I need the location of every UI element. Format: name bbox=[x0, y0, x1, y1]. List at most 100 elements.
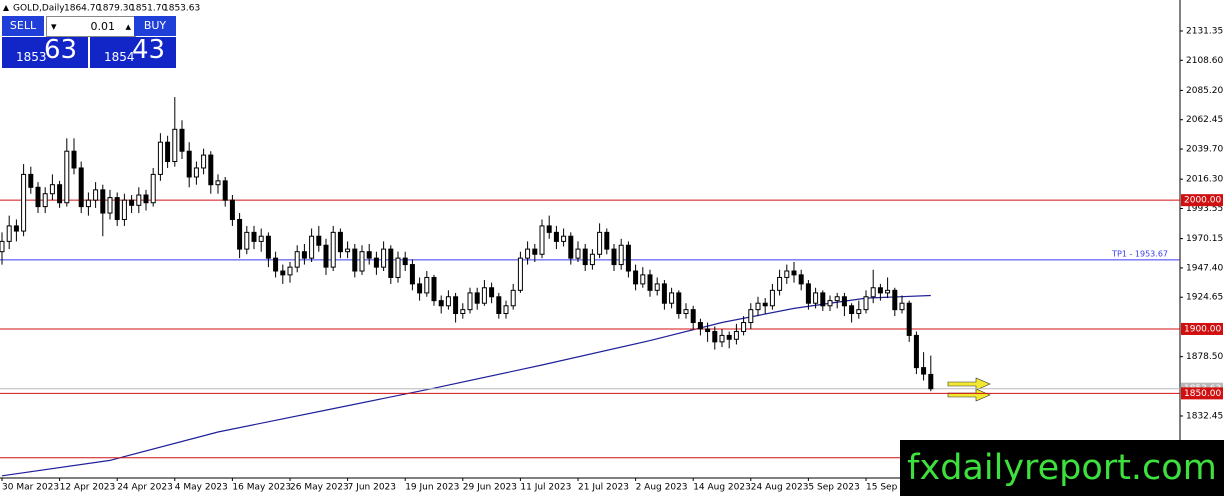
candle-body bbox=[352, 248, 358, 272]
candle-body bbox=[719, 334, 725, 343]
one-click-panel: SELL ▾ 0.01 ▴ BUY 1853 63 1854 43 bbox=[2, 16, 176, 68]
candle-body bbox=[381, 248, 387, 268]
candle-body bbox=[683, 309, 689, 315]
candle-body bbox=[121, 199, 127, 220]
candle-body bbox=[741, 322, 747, 333]
sell-price-main: 1853 bbox=[16, 50, 47, 64]
candle-body bbox=[467, 292, 473, 311]
level-label: 1900.00 bbox=[1184, 324, 1221, 334]
candle-body bbox=[510, 289, 516, 307]
candle-body bbox=[13, 225, 19, 232]
x-tick-label: 19 Jun 2023 bbox=[405, 483, 459, 493]
candle-body bbox=[201, 154, 207, 169]
buy-quote[interactable]: 1854 43 bbox=[90, 35, 176, 68]
candle-body bbox=[676, 292, 682, 315]
candle-body bbox=[633, 270, 639, 285]
candle-body bbox=[474, 292, 480, 304]
x-tick-label: 29 Jun 2023 bbox=[463, 483, 517, 493]
candle-body bbox=[193, 167, 199, 178]
candle-body bbox=[885, 289, 891, 294]
candle-body bbox=[165, 141, 171, 163]
candle-body bbox=[345, 248, 351, 253]
lot-value[interactable]: 0.01 bbox=[90, 20, 116, 33]
candle-body bbox=[337, 231, 343, 253]
candle-body bbox=[359, 251, 365, 272]
candle-body bbox=[57, 184, 63, 204]
candle-body bbox=[71, 150, 77, 169]
lot-plus[interactable]: ▴ bbox=[125, 20, 131, 33]
candle-body bbox=[258, 235, 264, 242]
candle-body bbox=[265, 235, 271, 259]
candle-body bbox=[244, 231, 250, 250]
x-tick-label: 24 Aug 2023 bbox=[751, 483, 809, 493]
candle-body bbox=[589, 253, 595, 266]
candle-body bbox=[777, 276, 783, 291]
candle-body bbox=[208, 154, 214, 186]
candle-body bbox=[0, 240, 5, 253]
buy-button[interactable]: BUY bbox=[134, 16, 176, 36]
candle-body bbox=[438, 300, 444, 307]
candle-body bbox=[395, 257, 401, 278]
lot-field[interactable]: ▾ 0.01 ▴ bbox=[46, 16, 136, 37]
candle-body bbox=[215, 180, 221, 186]
x-tick-label: 24 Apr 2023 bbox=[117, 483, 173, 493]
candle-body bbox=[532, 248, 538, 255]
y-tick-label: 2108.60 bbox=[1186, 56, 1223, 66]
candle-body bbox=[251, 231, 257, 242]
candle-body bbox=[366, 251, 372, 259]
candle-body bbox=[827, 300, 833, 307]
logo: fxdailyreport.com bbox=[900, 440, 1224, 496]
candle-body bbox=[575, 248, 581, 259]
candle-body bbox=[49, 184, 55, 195]
arrow bbox=[947, 388, 991, 402]
candle-body bbox=[647, 274, 653, 291]
candle-body bbox=[222, 180, 228, 201]
candle-body bbox=[791, 270, 797, 276]
candle-body bbox=[733, 331, 739, 340]
candle-body bbox=[237, 218, 243, 250]
candle-body bbox=[157, 141, 163, 175]
candle-body bbox=[42, 193, 48, 208]
candle-body bbox=[849, 305, 855, 315]
candle-body bbox=[330, 231, 336, 268]
candle-body bbox=[445, 296, 451, 307]
collapse-icon bbox=[3, 5, 9, 11]
candle-body bbox=[661, 283, 667, 304]
y-tick-label: 2085.20 bbox=[1186, 86, 1223, 96]
candle-body bbox=[21, 173, 27, 232]
header-open: 1864.70 bbox=[64, 4, 101, 14]
y-tick-label: 1970.15 bbox=[1186, 234, 1223, 244]
buy-price-main: 1854 bbox=[104, 50, 135, 64]
candle-body bbox=[323, 244, 329, 268]
candle-body bbox=[107, 197, 113, 214]
candle-body bbox=[561, 235, 567, 242]
candle-body bbox=[856, 309, 862, 315]
candle-body bbox=[172, 128, 178, 163]
candle-body bbox=[913, 334, 919, 369]
lot-minus[interactable]: ▾ bbox=[51, 20, 57, 33]
x-tick-label: 11 Jul 2023 bbox=[520, 483, 571, 493]
candle-body bbox=[496, 296, 502, 315]
candle-body bbox=[294, 251, 300, 268]
candle-body bbox=[114, 197, 120, 220]
candle-body bbox=[287, 266, 293, 276]
sell-button[interactable]: SELL bbox=[2, 16, 44, 36]
x-tick-label: 14 Aug 2023 bbox=[693, 483, 751, 493]
candle-body bbox=[928, 373, 934, 390]
candle-body bbox=[309, 235, 315, 259]
candle-body bbox=[798, 274, 804, 285]
buy-price-pips: 43 bbox=[132, 35, 166, 65]
candle-body bbox=[748, 309, 754, 324]
x-tick-label: 7 Jun 2023 bbox=[348, 483, 396, 493]
candle-body bbox=[899, 302, 905, 311]
level-label: 2000.00 bbox=[1184, 196, 1221, 206]
candle-body bbox=[618, 244, 624, 266]
candle-body bbox=[503, 305, 509, 315]
candle-body bbox=[906, 302, 912, 336]
level-label-box bbox=[1181, 194, 1223, 207]
candle-body bbox=[93, 189, 99, 201]
sell-quote[interactable]: 1853 63 bbox=[2, 35, 88, 68]
level-label-box bbox=[1181, 387, 1223, 400]
y-tick-label: 2062.45 bbox=[1186, 115, 1223, 125]
